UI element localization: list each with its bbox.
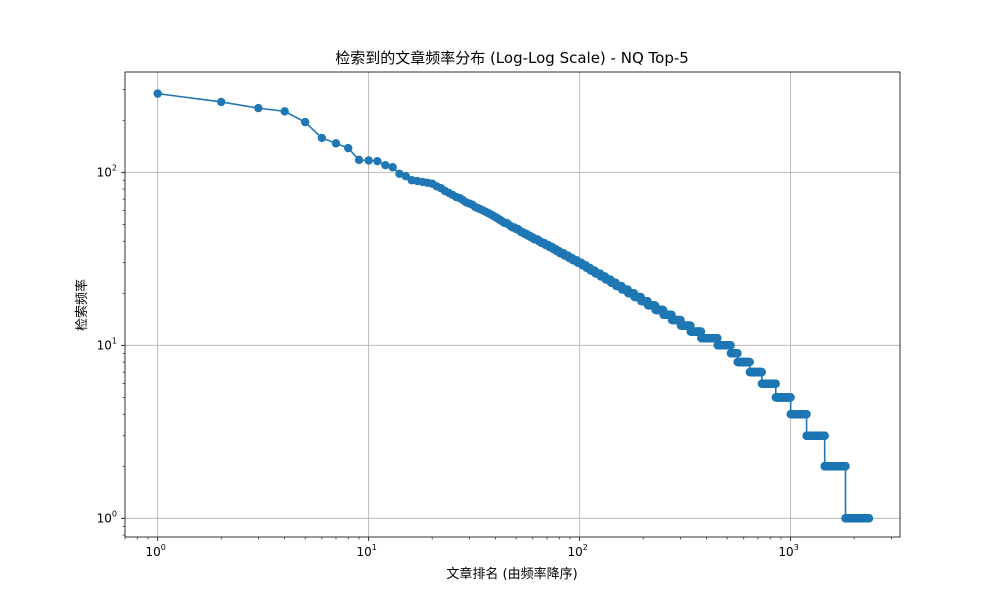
data-point xyxy=(388,163,397,172)
y-tick-label: 101 xyxy=(97,336,117,352)
data-point xyxy=(344,143,353,153)
data-point xyxy=(757,367,766,377)
data-point xyxy=(300,117,310,127)
data-point xyxy=(820,431,829,440)
data-point xyxy=(713,333,722,343)
data-point xyxy=(280,107,289,116)
data-point xyxy=(401,171,411,181)
x-tick-label: 101 xyxy=(356,543,376,559)
data-point xyxy=(841,462,850,471)
y-tick-label: 100 xyxy=(97,509,117,525)
series-line xyxy=(153,89,874,523)
plot-area-frame xyxy=(124,71,901,538)
data-point xyxy=(802,409,811,419)
chart-title: 检索到的文章频率分布 (Log-Log Scale) - NQ Top-5 xyxy=(335,49,689,67)
data-point xyxy=(786,393,795,402)
grid xyxy=(125,72,900,537)
y-axis-ticks: 100 101 102 xyxy=(97,89,125,536)
data-point xyxy=(254,103,263,113)
data-point xyxy=(153,89,162,98)
data-point xyxy=(331,139,341,148)
data-point xyxy=(733,349,742,358)
x-axis-label: 文章排名 (由频率降序) xyxy=(446,566,577,582)
data-point xyxy=(726,341,735,350)
data-point xyxy=(216,97,226,107)
data-point xyxy=(373,156,382,166)
data-point xyxy=(381,160,390,170)
series-path xyxy=(157,92,869,520)
data-point xyxy=(395,169,404,179)
data-point xyxy=(771,379,780,388)
data-point xyxy=(864,514,874,523)
x-tick-label: 103 xyxy=(778,543,798,559)
data-point xyxy=(317,133,327,143)
x-axis-ticks: 100 101 102 103 xyxy=(124,537,892,559)
x-tick-label: 100 xyxy=(145,543,165,559)
data-point xyxy=(364,156,373,165)
y-tick-label: 102 xyxy=(97,163,117,179)
y-axis-label: 检索频率 xyxy=(74,279,90,331)
data-point xyxy=(696,327,706,336)
data-point xyxy=(354,155,364,165)
x-tick-label: 102 xyxy=(567,543,587,559)
data-point xyxy=(745,357,754,367)
